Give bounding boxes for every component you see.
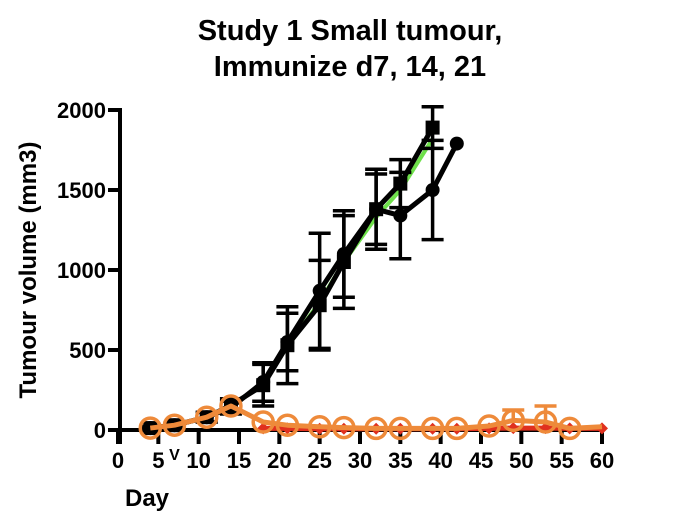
x-tick-label: 20 bbox=[267, 448, 291, 473]
data-point bbox=[194, 405, 219, 429]
x-tick-label: 15 bbox=[227, 448, 251, 473]
data-point bbox=[280, 335, 295, 349]
x-tick-label: 5 bbox=[152, 448, 164, 473]
series-black-circles bbox=[139, 136, 464, 436]
chart-title-line-2: Immunize d7, 14, 21 bbox=[213, 51, 487, 83]
x-tick-label: 50 bbox=[509, 448, 533, 473]
data-point bbox=[307, 415, 332, 439]
data-point bbox=[449, 136, 464, 151]
data-point bbox=[425, 183, 440, 197]
data-point bbox=[332, 415, 356, 440]
data-point bbox=[369, 202, 384, 217]
x-tick-label: 35 bbox=[388, 448, 412, 473]
series-orange-open-circles bbox=[138, 394, 603, 441]
chart-title-line-1: Study 1 Small tumour, bbox=[197, 15, 503, 47]
series-black-squares bbox=[139, 105, 444, 436]
data-point bbox=[336, 247, 351, 261]
series-layer bbox=[138, 105, 608, 441]
data-point bbox=[162, 413, 187, 437]
y-tick-label: 500 bbox=[69, 338, 106, 363]
data-point bbox=[256, 375, 271, 389]
data-point bbox=[501, 408, 526, 433]
data-point bbox=[557, 416, 582, 441]
y-tick-label: 1500 bbox=[57, 178, 106, 203]
data-point bbox=[445, 416, 469, 441]
data-point bbox=[364, 416, 388, 441]
x-tick-label: 55 bbox=[549, 448, 573, 473]
x-axis-label: Day bbox=[125, 485, 170, 512]
immunization-marker: V bbox=[169, 447, 180, 464]
x-tick-label: 40 bbox=[428, 448, 452, 473]
x-tick-label: 10 bbox=[186, 448, 210, 473]
data-point bbox=[420, 416, 445, 441]
data-point bbox=[275, 413, 300, 437]
data-point bbox=[388, 416, 413, 441]
x-tick-label: 60 bbox=[590, 448, 614, 473]
data-point bbox=[312, 283, 327, 298]
axes: 0 500 1000 1500 2000 0 5 10 15 20 25 30 35 40 45 50 55 60… bbox=[57, 98, 614, 473]
x-tick-label: 45 bbox=[469, 448, 493, 473]
y-axis-label: Tumour volume (mm3) bbox=[15, 142, 42, 399]
x-tick-label: 25 bbox=[307, 448, 331, 473]
data-point bbox=[219, 394, 243, 418]
y-tick-label: 0 bbox=[94, 418, 106, 443]
data-point bbox=[251, 410, 275, 434]
data-point bbox=[425, 120, 440, 135]
y-tick-label: 1000 bbox=[57, 258, 106, 283]
data-point bbox=[393, 208, 408, 223]
series-line bbox=[149, 142, 460, 431]
x-tick-label: 30 bbox=[348, 448, 372, 473]
y-tick-label: 2000 bbox=[57, 98, 106, 123]
data-point bbox=[533, 410, 558, 434]
x-tick-label: 0 bbox=[112, 448, 124, 473]
data-point bbox=[477, 414, 501, 438]
data-point bbox=[138, 416, 163, 440]
